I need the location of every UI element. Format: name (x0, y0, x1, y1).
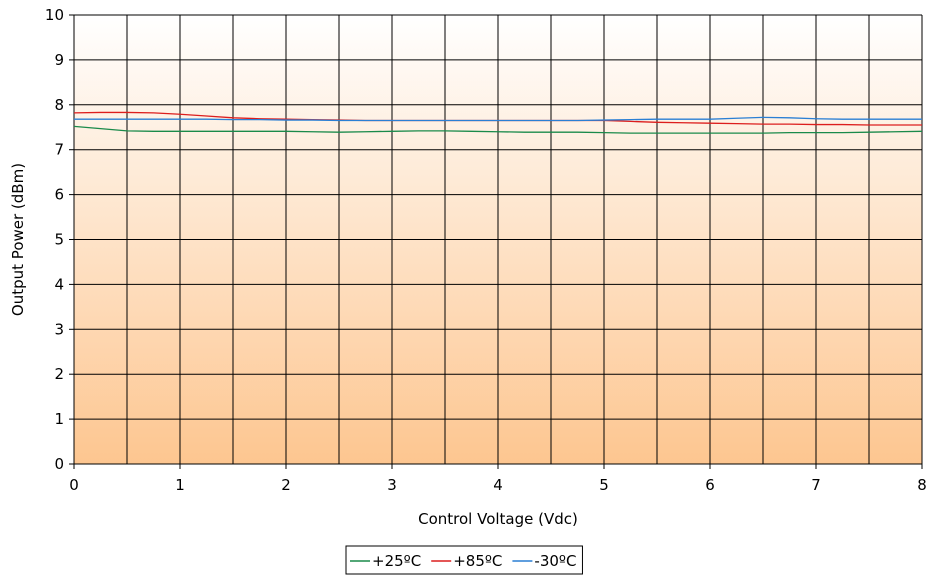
x-tick-label: 1 (175, 476, 185, 494)
x-tick-label: 7 (811, 476, 821, 494)
x-tick-label: 5 (599, 476, 609, 494)
legend: +25ºC +85ºC -30ºC (345, 545, 583, 575)
y-tick-label: 2 (54, 365, 64, 383)
x-tick-label: 3 (387, 476, 397, 494)
y-tick-label: 10 (45, 6, 64, 24)
axes (69, 14, 923, 469)
y-tick-label: 9 (54, 51, 64, 69)
x-tick-label: 0 (69, 476, 79, 494)
y-tick-label: 7 (54, 141, 64, 159)
legend-box (345, 545, 583, 575)
series-layer (73, 111, 923, 134)
y-tick-label: 3 (54, 320, 64, 338)
series-line (73, 125, 923, 134)
series-line (74, 116, 922, 122)
y-axis-label: Output Power (dBm) (9, 163, 27, 316)
y-tick-label: 4 (54, 275, 64, 293)
y-tick-label: 6 (54, 186, 64, 204)
x-axis-label: Control Voltage (Vdc) (418, 510, 578, 528)
y-tick-label: 1 (54, 410, 64, 428)
x-tick-label: 6 (705, 476, 715, 494)
y-tick-label: 5 (54, 231, 64, 249)
tick-labels: 0 1 2 3 4 5 6 7 8 9 10 0 1 2 3 4 5 6 7 8 (45, 6, 927, 494)
x-tick-label: 8 (917, 476, 927, 494)
legend-entry-label: -30ºC (534, 552, 576, 570)
grid-lines (73, 14, 923, 465)
x-tick-label: 2 (281, 476, 291, 494)
legend-entry-label: +85ºC (453, 552, 502, 570)
x-tick-label: 4 (493, 476, 503, 494)
legend-entry-label: +25ºC (372, 552, 421, 570)
y-tick-label: 8 (54, 96, 64, 114)
y-tick-label: 0 (54, 455, 64, 473)
